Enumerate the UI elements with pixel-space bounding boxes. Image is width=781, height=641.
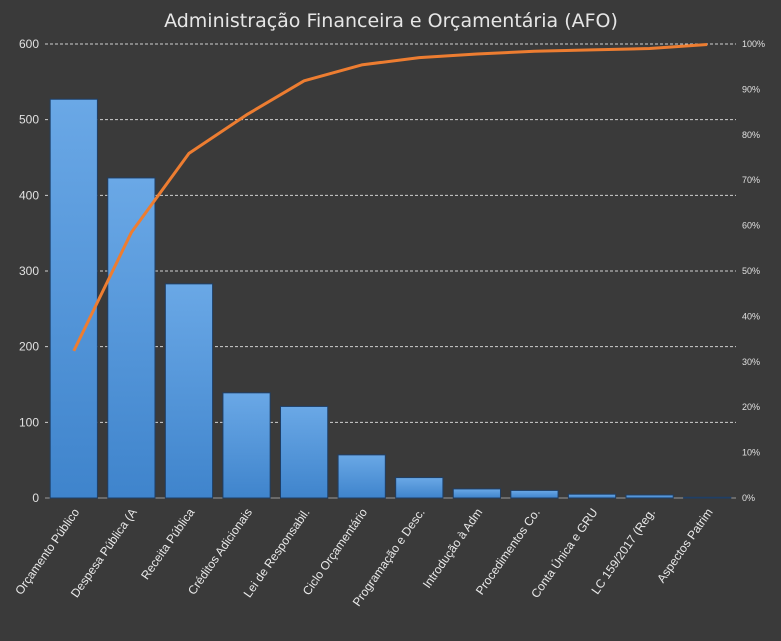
y2-tick-label: 30%	[742, 357, 760, 367]
y2-tick-label: 0%	[742, 493, 755, 503]
y2-tick-label: 10%	[742, 448, 760, 458]
x-tick-label: Receita Pública	[138, 505, 197, 582]
x-tick-label: Ciclo Orçamentário	[300, 505, 371, 597]
x-tick-label: Procedimentos Co.	[473, 506, 543, 598]
cumulative-line	[72, 42, 708, 352]
bar	[49, 98, 98, 499]
bar	[395, 477, 444, 499]
x-tick-label: Aspectos Patrim	[654, 506, 716, 586]
cumulative-line-series	[72, 42, 708, 352]
x-tick-label: Orçamento Público	[12, 505, 82, 597]
bar	[567, 493, 617, 499]
y-tick-label: 200	[19, 340, 39, 354]
y-tick-label: 0	[32, 491, 39, 505]
bar	[683, 496, 732, 499]
chart-title: Administração Financeira e Orçamentária …	[164, 10, 618, 32]
y2-tick-label: 70%	[742, 175, 760, 185]
bar	[222, 392, 271, 499]
bar	[337, 454, 386, 499]
x-tick-label: Despesa Pública (A	[68, 506, 140, 600]
right-y-axis: 0% 10% 20% 30% 40% 50% 60% 70% 80% 90% 100%	[742, 39, 765, 503]
left-y-axis: 0 100 200 300 400 500 600	[19, 37, 39, 505]
y-tick-label: 300	[19, 264, 39, 278]
bar	[510, 489, 559, 499]
bar	[452, 488, 501, 499]
y2-tick-label: 50%	[742, 266, 760, 276]
y-tick-label: 500	[19, 113, 39, 127]
bar	[625, 494, 674, 499]
y-tick-label: 100	[19, 415, 39, 429]
x-tick-label: Introdução à Adm	[420, 506, 485, 591]
bar	[107, 177, 156, 499]
y2-tick-label: 20%	[742, 402, 760, 412]
y2-tick-label: 100%	[742, 39, 765, 49]
bar-series	[49, 98, 732, 499]
y2-tick-label: 60%	[742, 221, 760, 231]
y2-tick-label: 90%	[742, 84, 760, 94]
y-tick-label: 400	[19, 188, 39, 202]
y2-tick-label: 40%	[742, 311, 760, 321]
bar	[164, 283, 214, 499]
y2-tick-label: 80%	[742, 130, 760, 140]
bar	[280, 405, 329, 499]
x-tick-label: LC 159/2017 (Reg.	[588, 506, 658, 597]
x-tick-label: Créditos Adicionais	[185, 506, 255, 598]
y-tick-label: 600	[19, 37, 39, 51]
